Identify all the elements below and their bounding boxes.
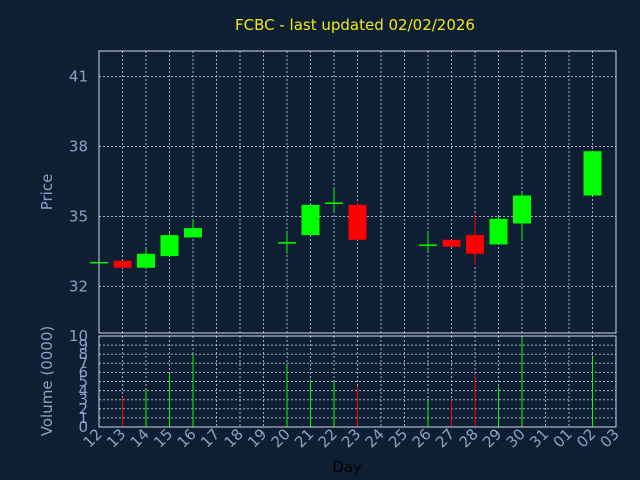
x-tick-label: 28 <box>456 425 482 451</box>
candle-body <box>113 260 132 268</box>
candle-body <box>583 151 602 196</box>
x-tick-label: 18 <box>221 425 247 451</box>
price-tick-label: 35 <box>69 207 88 225</box>
volume-tick-label: 4 <box>78 382 88 400</box>
candle-body <box>348 204 367 240</box>
x-tick-label: 16 <box>174 425 200 451</box>
volume-bars <box>122 337 593 427</box>
x-tick-label: 27 <box>432 425 458 451</box>
x-tick-label: 20 <box>268 425 294 451</box>
volume-tick-label: 3 <box>78 391 88 409</box>
x-tick-label: 13 <box>103 425 129 451</box>
candle-body <box>442 239 461 247</box>
candle-body <box>301 204 320 236</box>
x-tick-label: 30 <box>503 425 529 451</box>
x-tick-label: 01 <box>550 425 576 451</box>
price-gridlines <box>99 51 616 333</box>
price-tick-label: 38 <box>69 138 88 156</box>
candle-body <box>160 235 179 257</box>
volume-tick-label: 6 <box>78 363 88 381</box>
price-y-ticks: 32 35 38 41 <box>69 68 88 296</box>
candle-body <box>184 228 202 238</box>
x-tick-label: 26 <box>409 425 435 451</box>
x-tick-label: 17 <box>197 425 223 451</box>
candle-body <box>466 235 484 254</box>
x-tick-label: 31 <box>526 425 552 451</box>
x-tick-label: 14 <box>127 425 153 451</box>
volume-tick-label: 2 <box>78 400 88 418</box>
x-tick-labels: 1213141516171819202122232425262728293031… <box>80 425 623 451</box>
x-axis-label: Day <box>332 458 362 476</box>
price-tick-label: 32 <box>69 277 88 295</box>
volume-tick-label: 5 <box>78 373 88 391</box>
x-tick-label: 25 <box>385 425 411 451</box>
volume-panel-frame <box>98 335 617 428</box>
x-tick-label: 21 <box>291 425 317 451</box>
price-panel-frame <box>98 50 617 334</box>
x-tick-label: 02 <box>573 425 599 451</box>
candle-body <box>419 244 437 246</box>
x-tick-label: 15 <box>150 425 176 451</box>
candle-body <box>489 218 508 245</box>
x-tick-label: 19 <box>244 425 270 451</box>
volume-tick-label: 0 <box>78 418 88 436</box>
candle-body <box>513 195 531 224</box>
price-tick-label: 41 <box>69 68 88 86</box>
chart-title: FCBC - last updated 02/02/2026 <box>235 16 475 34</box>
volume-tick-label: 1 <box>78 409 88 427</box>
x-tick-label: 29 <box>479 425 505 451</box>
x-tick-label: 23 <box>338 425 364 451</box>
volume-tick-label: 9 <box>78 336 88 354</box>
candle-body <box>137 253 155 268</box>
volume-axis-label: Volume (0000) <box>38 326 56 436</box>
volume-tick-label: 10 <box>69 327 88 345</box>
price-axis-label: Price <box>38 174 56 211</box>
candle-body <box>325 202 343 204</box>
volume-tick-label: 7 <box>78 354 88 372</box>
x-tick-label: 24 <box>362 425 388 451</box>
candle-body <box>278 242 296 244</box>
x-tick-label: 22 <box>315 425 341 451</box>
volume-tick-label: 8 <box>78 345 88 363</box>
candles <box>90 151 602 268</box>
x-tick-label: 03 <box>597 425 623 451</box>
